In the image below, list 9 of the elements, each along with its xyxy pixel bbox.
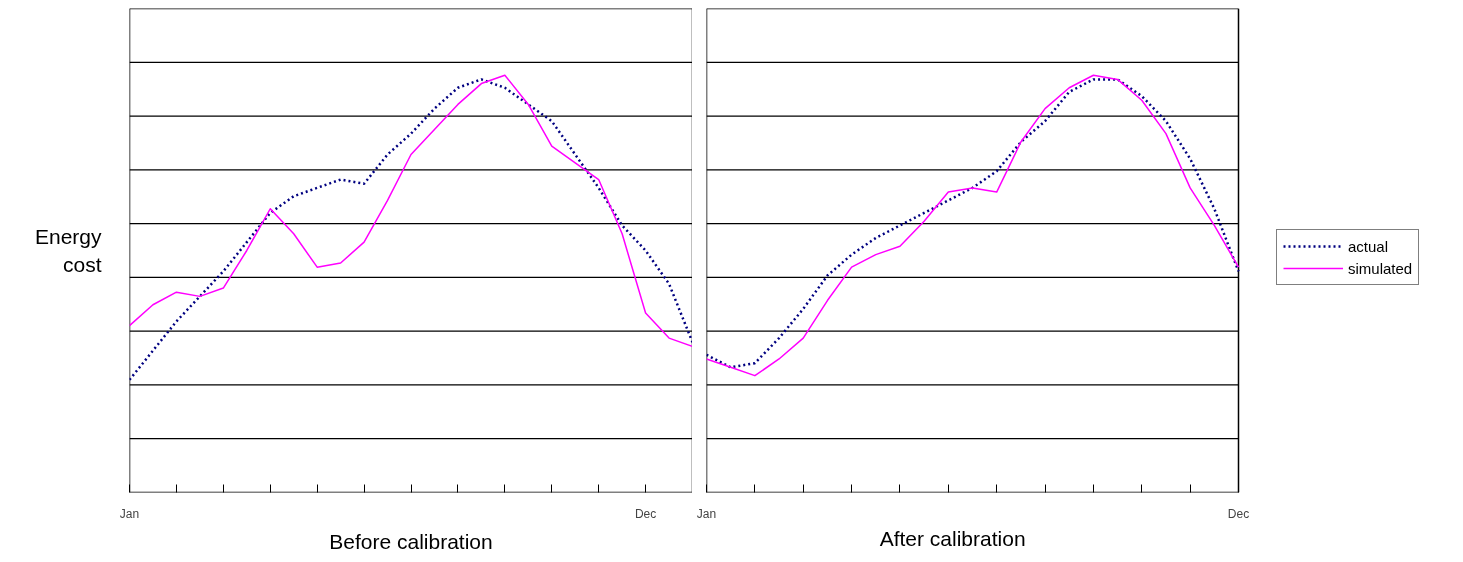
x-tick-label: Jan: [696, 506, 717, 521]
x-axis-title: Before calibration: [329, 529, 493, 553]
x-tick-label: Jan: [119, 506, 140, 521]
legend-label: simulated: [1348, 259, 1413, 277]
x-tick-label: Dec: [1227, 506, 1250, 521]
legend-label: actual: [1348, 237, 1389, 255]
y-axis-title: Energy cost: [34, 225, 102, 276]
x-tick-label: Dec: [634, 506, 657, 521]
x-axis-title: After calibration: [879, 526, 1026, 550]
